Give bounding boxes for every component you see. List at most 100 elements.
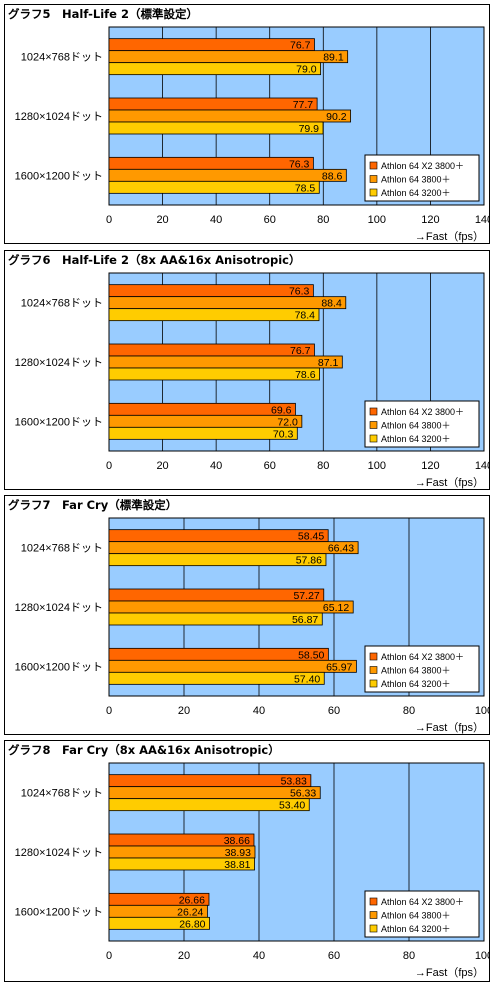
bar-chart: 0 20 40 60 80 100 1024×768ドット 58.45 66.43 57.86 12… xyxy=(15,517,489,734)
bar xyxy=(108,414,303,428)
chart-panel-7: グラフ7 Far Cry（標準設定） 0 20 40 60 80 100 1024×768ド… xyxy=(4,495,490,735)
x-tick-label: 60 xyxy=(328,950,340,962)
x-tick-label: 100 xyxy=(368,214,386,226)
x-tick-label: 0 xyxy=(106,705,112,717)
data-label: 65.12 xyxy=(323,602,349,614)
data-label: 58.45 xyxy=(298,531,324,543)
category-label: 1280×1024ドット xyxy=(15,602,103,614)
category-label: 1280×1024ドット xyxy=(15,357,103,369)
data-label: 76.7 xyxy=(290,345,311,357)
x-tick-label: 60 xyxy=(328,705,340,717)
data-label: 76.3 xyxy=(289,158,310,170)
bar xyxy=(108,308,320,322)
legend-swatch xyxy=(369,666,378,674)
data-label: 88.4 xyxy=(321,298,342,310)
bar xyxy=(108,62,322,76)
category-label: 1024×768ドット xyxy=(21,52,103,64)
data-label: 56.33 xyxy=(290,788,316,800)
x-tick-label: 80 xyxy=(317,460,329,472)
legend-label: Athlon 64 X2 3800＋ xyxy=(381,161,464,171)
x-tick-label: 40 xyxy=(253,705,265,717)
data-label: 72.0 xyxy=(277,416,298,428)
data-label: 53.40 xyxy=(279,800,305,812)
bar xyxy=(108,426,298,440)
bar xyxy=(108,541,359,555)
chart-title: グラフ6 Half-Life 2（8x AA&16x Anisotropic） xyxy=(8,253,301,267)
bar xyxy=(108,156,314,170)
legend-swatch xyxy=(369,161,378,170)
bar xyxy=(108,109,352,123)
bar xyxy=(108,659,357,673)
x-axis-label: →Fast（fps） xyxy=(415,476,484,489)
bar xyxy=(108,402,296,416)
category-label: 1024×768ドット xyxy=(21,788,103,800)
bar xyxy=(108,121,324,135)
data-label: 57.27 xyxy=(293,590,319,602)
category-label: 1600×1200ドット xyxy=(15,170,103,182)
bar xyxy=(108,168,347,182)
category-label: 1280×1024ドット xyxy=(15,847,103,859)
x-tick-label: 20 xyxy=(178,950,190,962)
category-label: 1024×768ドット xyxy=(21,543,103,555)
bar xyxy=(108,857,255,871)
data-label: 26.24 xyxy=(177,906,203,918)
legend-label: Athlon 64 3200＋ xyxy=(381,188,451,198)
bar xyxy=(108,355,343,369)
bar xyxy=(108,180,320,194)
chart-title: グラフ5 Half-Life 2（標準設定） xyxy=(8,7,198,21)
bar xyxy=(108,916,210,930)
x-axis-label: →Fast（fps） xyxy=(415,230,484,243)
legend-swatch xyxy=(369,407,378,416)
legend xyxy=(364,890,480,938)
x-tick-label: 100 xyxy=(475,705,489,717)
legend-swatch xyxy=(369,434,378,443)
legend-label: Athlon 64 3800＋ xyxy=(381,666,451,676)
legend xyxy=(364,645,480,693)
data-label: 76.7 xyxy=(290,40,311,52)
data-label: 79.0 xyxy=(296,64,317,76)
data-label: 58.50 xyxy=(298,649,324,661)
chart-panel-5: グラフ5 Half-Life 2（標準設定） 0 20 40 60 80 100 120 14… xyxy=(4,4,490,244)
bar xyxy=(108,50,349,64)
legend-swatch xyxy=(369,175,378,183)
legend-label: Athlon 64 X2 3800＋ xyxy=(381,652,464,662)
data-label: 76.3 xyxy=(289,286,310,298)
legend-label: Athlon 64 3200＋ xyxy=(381,434,451,444)
legend-swatch xyxy=(369,421,378,429)
bar xyxy=(108,786,321,800)
data-label: 88.6 xyxy=(322,170,343,182)
bar xyxy=(108,296,347,310)
data-label: 70.3 xyxy=(273,428,294,440)
data-label: 77.7 xyxy=(293,99,314,111)
data-label: 26.66 xyxy=(179,894,205,906)
legend-label: Athlon 64 3800＋ xyxy=(381,175,451,185)
bar xyxy=(108,612,323,626)
legend-label: Athlon 64 3200＋ xyxy=(381,679,451,689)
x-tick-label: 120 xyxy=(421,214,439,226)
x-tick-label: 120 xyxy=(421,460,439,472)
legend-label: Athlon 64 3800＋ xyxy=(381,421,451,431)
category-label: 1600×1200ドット xyxy=(15,416,103,428)
x-tick-label: 60 xyxy=(264,214,276,226)
x-tick-label: 40 xyxy=(210,214,222,226)
data-label: 79.9 xyxy=(299,123,320,135)
x-tick-label: 0 xyxy=(106,460,112,472)
data-label: 69.6 xyxy=(271,404,292,416)
data-label: 53.83 xyxy=(281,776,307,788)
data-label: 57.40 xyxy=(294,673,320,685)
data-label: 57.86 xyxy=(296,555,322,567)
legend xyxy=(364,400,480,448)
data-label: 65.97 xyxy=(326,661,352,673)
bar xyxy=(108,798,310,812)
data-label: 89.1 xyxy=(323,52,344,64)
x-tick-label: 80 xyxy=(403,950,415,962)
data-label: 38.81 xyxy=(224,859,250,871)
x-tick-label: 0 xyxy=(106,950,112,962)
legend-label: Athlon 64 3800＋ xyxy=(381,911,451,921)
legend-swatch xyxy=(369,188,378,197)
data-label: 66.43 xyxy=(328,543,354,555)
legend-swatch xyxy=(369,652,378,661)
bar xyxy=(108,529,329,543)
bar xyxy=(108,367,320,381)
legend-swatch xyxy=(369,897,378,906)
